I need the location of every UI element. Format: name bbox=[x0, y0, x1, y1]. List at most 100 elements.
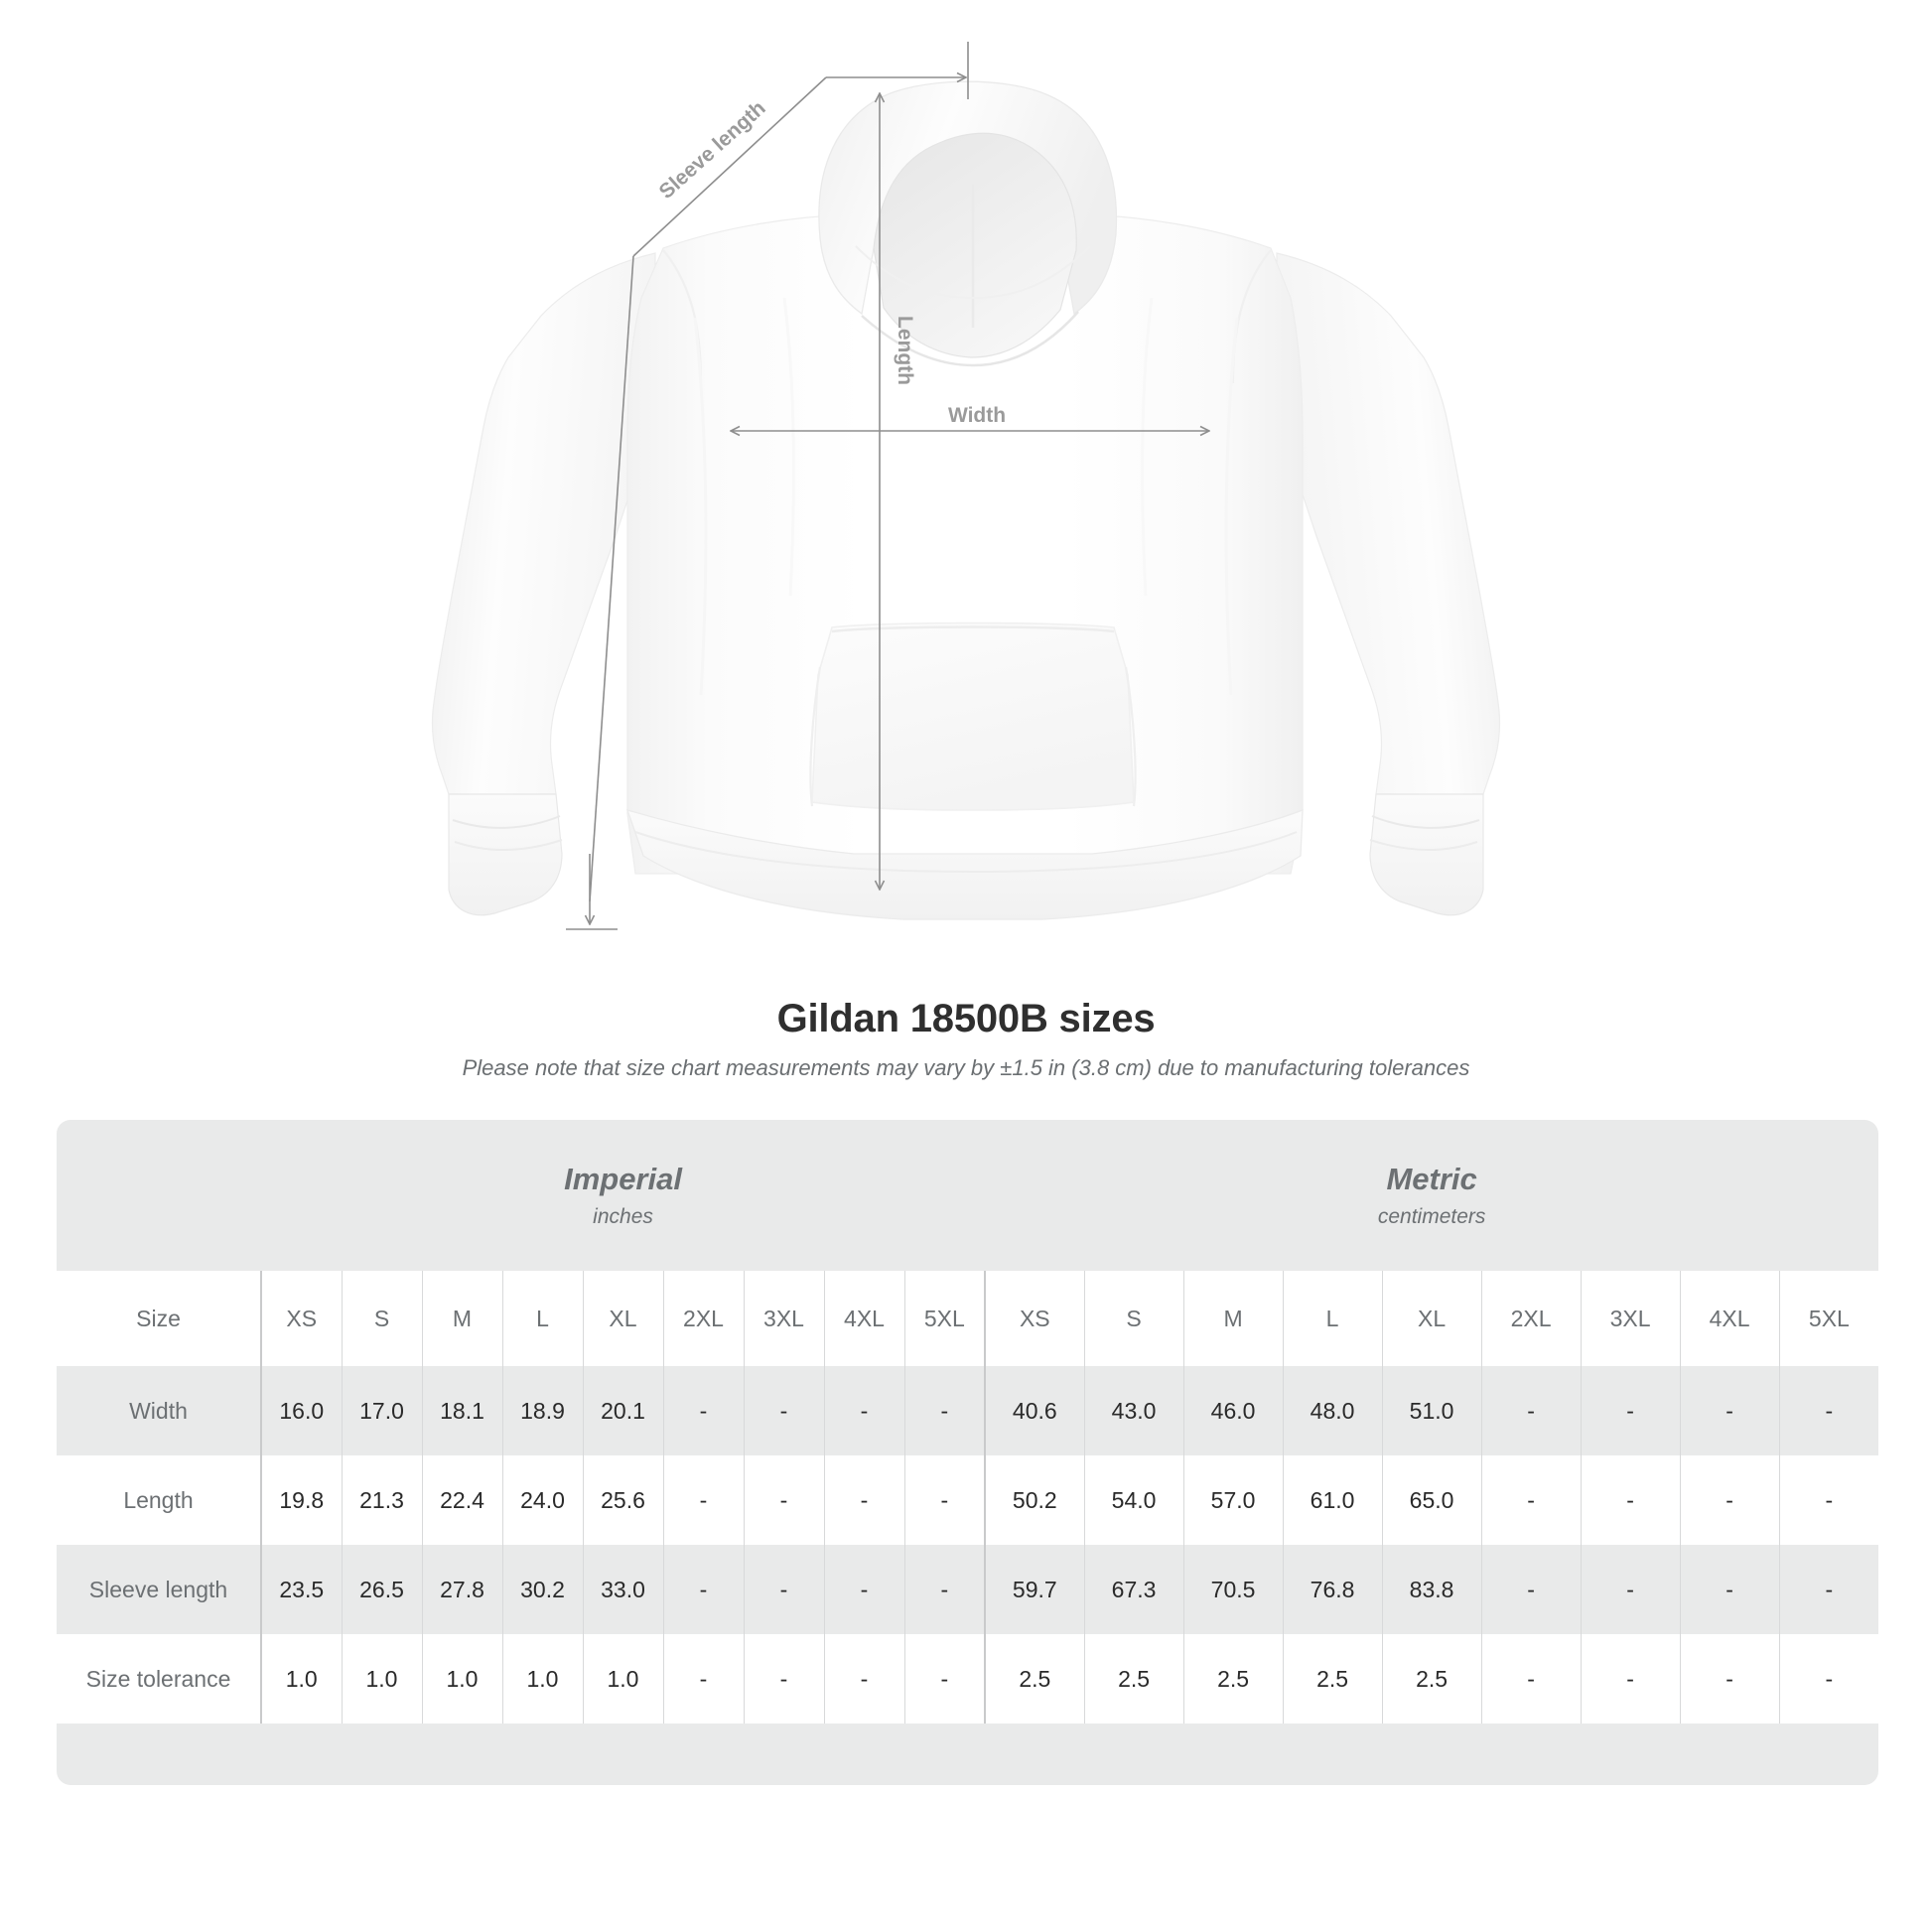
cell-size-tolerance-metric-3xl: - bbox=[1580, 1634, 1681, 1724]
cell-sleeve-length-metric-5xl: - bbox=[1778, 1545, 1879, 1634]
width-label: Width bbox=[948, 404, 1006, 427]
sleeve-length-diagonal bbox=[632, 76, 827, 257]
size-header-5xl: 5XL bbox=[903, 1271, 986, 1366]
right-sleeve bbox=[1276, 252, 1501, 795]
size-header-4xl: 4XL bbox=[1679, 1271, 1780, 1366]
footer-cell-right bbox=[985, 1724, 1879, 1785]
pocket-left-seam bbox=[809, 666, 822, 807]
cell-sleeve-length-imperial-xs: 23.5 bbox=[260, 1545, 342, 1634]
cell-size-tolerance-metric-2xl: - bbox=[1480, 1634, 1582, 1724]
cell-sleeve-length-metric-4xl: - bbox=[1679, 1545, 1780, 1634]
size-header-3xl: 3XL bbox=[743, 1271, 824, 1366]
row-label-length: Length bbox=[57, 1455, 261, 1545]
unit-subtitle: inches bbox=[593, 1205, 653, 1228]
cell-width-metric-5xl: - bbox=[1778, 1366, 1879, 1455]
row-label-size-tolerance: Size tolerance bbox=[57, 1634, 261, 1724]
cell-sleeve-length-imperial-2xl: - bbox=[662, 1545, 744, 1634]
cell-length-imperial-2xl: - bbox=[662, 1455, 744, 1545]
cell-sleeve-length-imperial-xl: 33.0 bbox=[582, 1545, 663, 1634]
cell-width-imperial-m: 18.1 bbox=[421, 1366, 502, 1455]
cell-size-tolerance-metric-s: 2.5 bbox=[1083, 1634, 1184, 1724]
size-header-xs: XS bbox=[984, 1271, 1085, 1366]
cell-length-metric-4xl: - bbox=[1679, 1455, 1780, 1545]
cell-sleeve-length-imperial-4xl: - bbox=[823, 1545, 904, 1634]
unit-name: Imperial bbox=[564, 1161, 682, 1196]
page-title: Gildan 18500B sizes bbox=[776, 997, 1156, 1040]
hood-edge bbox=[861, 311, 1079, 367]
cell-length-imperial-5xl: - bbox=[903, 1455, 986, 1545]
cell-length-metric-xs: 50.2 bbox=[984, 1455, 1085, 1545]
cell-sleeve-length-imperial-l: 30.2 bbox=[501, 1545, 583, 1634]
width-annotation: Width bbox=[732, 404, 1208, 431]
cell-length-metric-m: 57.0 bbox=[1182, 1455, 1284, 1545]
cell-width-imperial-xl: 20.1 bbox=[582, 1366, 663, 1455]
cell-size-tolerance-imperial-3xl: - bbox=[743, 1634, 824, 1724]
cell-size-tolerance-imperial-xs: 1.0 bbox=[260, 1634, 342, 1724]
cell-size-tolerance-metric-m: 2.5 bbox=[1182, 1634, 1284, 1724]
cell-width-metric-s: 43.0 bbox=[1083, 1366, 1184, 1455]
size-header-2xl: 2XL bbox=[1480, 1271, 1582, 1366]
cell-width-imperial-2xl: - bbox=[662, 1366, 744, 1455]
table-row: Width 16.0 17.0 18.1 18.9 20.1- - - -40.6 43.0 46.… bbox=[57, 1366, 1879, 1455]
cell-length-imperial-l: 24.0 bbox=[501, 1455, 583, 1545]
cell-size-tolerance-imperial-4xl: - bbox=[823, 1634, 904, 1724]
cell-length-imperial-xs: 19.8 bbox=[260, 1455, 342, 1545]
cell-size-tolerance-imperial-m: 1.0 bbox=[421, 1634, 502, 1724]
left-sleeve bbox=[431, 252, 656, 795]
size-header-m: M bbox=[1182, 1271, 1284, 1366]
cell-sleeve-length-imperial-5xl: - bbox=[903, 1545, 986, 1634]
cell-sleeve-length-imperial-m: 27.8 bbox=[421, 1545, 502, 1634]
length-label: Length bbox=[894, 316, 916, 385]
sleeve-length-annotation: Sleeve length bbox=[566, 42, 969, 930]
size-header-row: Size XS S M L XL 2XL 3XL 4XL 5XL XS S M L XL 2XL 3XL 4XL 5… bbox=[57, 1271, 1879, 1366]
cell-width-metric-2xl: - bbox=[1480, 1366, 1582, 1455]
cell-width-imperial-xs: 16.0 bbox=[260, 1366, 342, 1455]
table-row: Size tolerance 1.0 1.0 1.0 1.0 1.0- - - -2.5 2.5 2… bbox=[57, 1634, 1879, 1724]
cell-sleeve-length-metric-xs: 59.7 bbox=[984, 1545, 1085, 1634]
table-row: Length 19.8 21.3 22.4 24.0 25.6- - - -50.2 54.0 57… bbox=[57, 1455, 1879, 1545]
size-header-xs: XS bbox=[260, 1271, 342, 1366]
bottom-hem bbox=[625, 809, 1304, 920]
size-header-xl: XL bbox=[582, 1271, 663, 1366]
cell-length-metric-xl: 65.0 bbox=[1381, 1455, 1482, 1545]
unit-subtitle: centimeters bbox=[1377, 1205, 1486, 1228]
cell-width-imperial-3xl: - bbox=[743, 1366, 824, 1455]
cell-sleeve-length-metric-xl: 83.8 bbox=[1381, 1545, 1482, 1634]
pocket-right-seam bbox=[1124, 666, 1137, 807]
cell-length-metric-5xl: - bbox=[1778, 1455, 1879, 1545]
cell-sleeve-length-imperial-s: 26.5 bbox=[341, 1545, 422, 1634]
pocket-top-seam bbox=[831, 625, 1115, 633]
cell-size-tolerance-imperial-l: 1.0 bbox=[501, 1634, 583, 1724]
cell-width-metric-3xl: - bbox=[1580, 1366, 1681, 1455]
cell-length-metric-s: 54.0 bbox=[1083, 1455, 1184, 1545]
size-header-s: S bbox=[341, 1271, 422, 1366]
cell-sleeve-length-metric-m: 70.5 bbox=[1182, 1545, 1284, 1634]
cell-width-metric-xl: 51.0 bbox=[1381, 1366, 1482, 1455]
unit-header-imperial: Imperial inches bbox=[261, 1120, 986, 1271]
sleeve-length-label: Sleeve length bbox=[655, 96, 770, 204]
hoodie-body bbox=[626, 213, 1304, 875]
cell-size-tolerance-imperial-s: 1.0 bbox=[341, 1634, 422, 1724]
cell-length-imperial-m: 22.4 bbox=[421, 1455, 502, 1545]
cell-size-tolerance-metric-l: 2.5 bbox=[1282, 1634, 1383, 1724]
heading-block: Gildan 18500B sizes Please note that siz… bbox=[0, 996, 1932, 1081]
cell-length-imperial-4xl: - bbox=[823, 1455, 904, 1545]
cell-sleeve-length-imperial-3xl: - bbox=[743, 1545, 824, 1634]
cell-width-imperial-s: 17.0 bbox=[341, 1366, 422, 1455]
cell-length-metric-3xl: - bbox=[1580, 1455, 1681, 1545]
size-table: Imperial inches Metric centimeters Size XS S M L… bbox=[57, 1120, 1879, 1785]
cell-sleeve-length-metric-l: 76.8 bbox=[1282, 1545, 1383, 1634]
hem-rib bbox=[634, 831, 1298, 874]
cell-size-tolerance-metric-4xl: - bbox=[1679, 1634, 1780, 1724]
cell-length-metric-l: 61.0 bbox=[1282, 1455, 1383, 1545]
left-cuff-rib bbox=[452, 815, 561, 829]
size-header-3xl: 3XL bbox=[1580, 1271, 1681, 1366]
page-subtitle: Please note that size chart measurements… bbox=[462, 1055, 1470, 1080]
cell-width-metric-4xl: - bbox=[1679, 1366, 1780, 1455]
size-header-4xl: 4XL bbox=[823, 1271, 904, 1366]
size-header-2xl: 2XL bbox=[662, 1271, 744, 1366]
unit-corner-spacer bbox=[57, 1120, 261, 1271]
cell-size-tolerance-metric-5xl: - bbox=[1778, 1634, 1879, 1724]
cell-width-metric-xs: 40.6 bbox=[984, 1366, 1085, 1455]
table-row: Sleeve length 23.5 26.5 27.8 30.2 33.0- - - -59.… bbox=[57, 1545, 1879, 1634]
